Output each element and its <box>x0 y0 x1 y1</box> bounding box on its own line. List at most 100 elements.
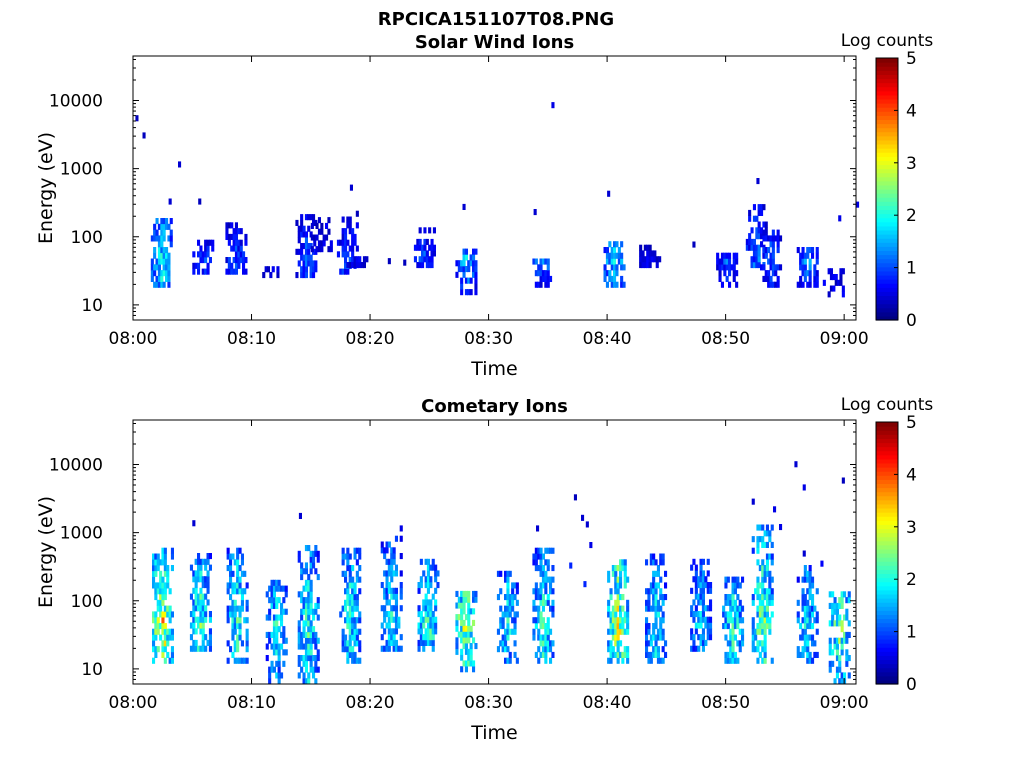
data-cell <box>537 617 541 624</box>
data-cell <box>392 570 396 577</box>
data-cell <box>229 594 233 601</box>
data-cell <box>236 640 240 647</box>
data-cell <box>464 631 468 638</box>
data-cell <box>462 608 466 615</box>
data-cell <box>541 599 545 606</box>
data-cell <box>609 623 613 630</box>
data-cell <box>344 640 348 647</box>
x-tick-label: 08:20 <box>346 693 395 713</box>
data-cell <box>346 262 350 269</box>
data-cell <box>312 550 316 557</box>
data-cell <box>312 562 316 569</box>
data-cell <box>429 582 433 589</box>
data-cell <box>808 623 812 630</box>
data-cell <box>760 241 764 248</box>
data-cell <box>346 222 350 229</box>
data-cell <box>192 645 196 652</box>
data-cell <box>546 559 550 566</box>
data-cell <box>808 247 812 254</box>
data-cell <box>341 634 345 641</box>
data-cell <box>428 256 432 263</box>
data-cell <box>346 268 350 275</box>
data-cell <box>316 637 320 644</box>
data-cell <box>385 570 389 577</box>
data-cell <box>155 235 159 242</box>
data-cell <box>701 605 705 612</box>
data-cell <box>768 623 772 630</box>
data-cell <box>460 648 464 655</box>
data-cell <box>720 252 724 259</box>
data-cell <box>358 657 362 664</box>
data-cell <box>170 646 174 653</box>
data-cell <box>511 628 515 635</box>
data-cell <box>643 256 647 263</box>
data-cell <box>344 553 348 560</box>
data-cell <box>280 643 284 650</box>
colorbar-segment <box>876 524 898 530</box>
data-cell <box>539 617 543 624</box>
data-cell <box>152 582 156 589</box>
data-cell <box>460 619 464 626</box>
colorbar-segment <box>876 643 898 648</box>
spectrogram-cells <box>152 461 851 685</box>
data-cell <box>152 565 156 572</box>
data-cell <box>242 257 246 264</box>
data-cell <box>309 260 313 267</box>
data-cell <box>768 594 772 601</box>
data-cell <box>355 559 359 566</box>
data-cell <box>197 558 201 565</box>
data-cell <box>353 588 357 595</box>
data-cell <box>280 608 284 615</box>
data-cell <box>394 570 398 577</box>
data-cell <box>309 272 313 279</box>
data-cell <box>358 628 362 635</box>
data-cell <box>806 281 810 288</box>
data-cell <box>551 640 555 647</box>
data-cell <box>656 634 660 641</box>
data-cell <box>336 239 340 246</box>
data-cell <box>761 640 765 647</box>
data-cell <box>834 279 838 286</box>
data-cell <box>806 247 810 254</box>
data-cell <box>157 258 161 265</box>
data-cell <box>659 588 663 595</box>
data-cell <box>838 678 842 685</box>
data-cell <box>314 643 318 650</box>
data-cell <box>295 272 299 279</box>
data-cell <box>508 605 512 612</box>
data-cell <box>302 660 306 667</box>
data-cell <box>156 565 160 572</box>
data-cell <box>506 657 510 664</box>
data-cell <box>736 576 740 583</box>
colorbar-tick-label: 1 <box>906 623 917 643</box>
data-cell <box>828 637 832 644</box>
data-cell <box>464 637 468 644</box>
data-cell <box>613 241 617 248</box>
data-cell <box>426 558 430 565</box>
data-cell <box>417 639 421 646</box>
x-tick-label: 08:50 <box>701 693 750 713</box>
data-cell <box>828 591 832 598</box>
data-cell <box>353 605 357 612</box>
data-cell <box>201 593 205 600</box>
data-cell <box>750 238 754 245</box>
data-cell <box>733 599 737 606</box>
data-cell <box>430 250 434 257</box>
data-cell <box>537 270 541 277</box>
data-cell <box>616 594 620 601</box>
data-cell <box>623 576 627 583</box>
data-cell <box>239 239 243 246</box>
data-cell <box>537 634 541 641</box>
data-cell <box>385 645 389 652</box>
data-cell <box>160 252 164 259</box>
data-cell <box>726 623 730 630</box>
data-cell <box>808 611 812 618</box>
data-cell <box>304 237 308 244</box>
data-cell <box>608 252 612 259</box>
data-cell <box>234 222 238 229</box>
data-cell <box>751 498 755 505</box>
data-cell <box>757 204 761 211</box>
data-cell <box>801 605 805 612</box>
data-cell <box>755 215 759 222</box>
